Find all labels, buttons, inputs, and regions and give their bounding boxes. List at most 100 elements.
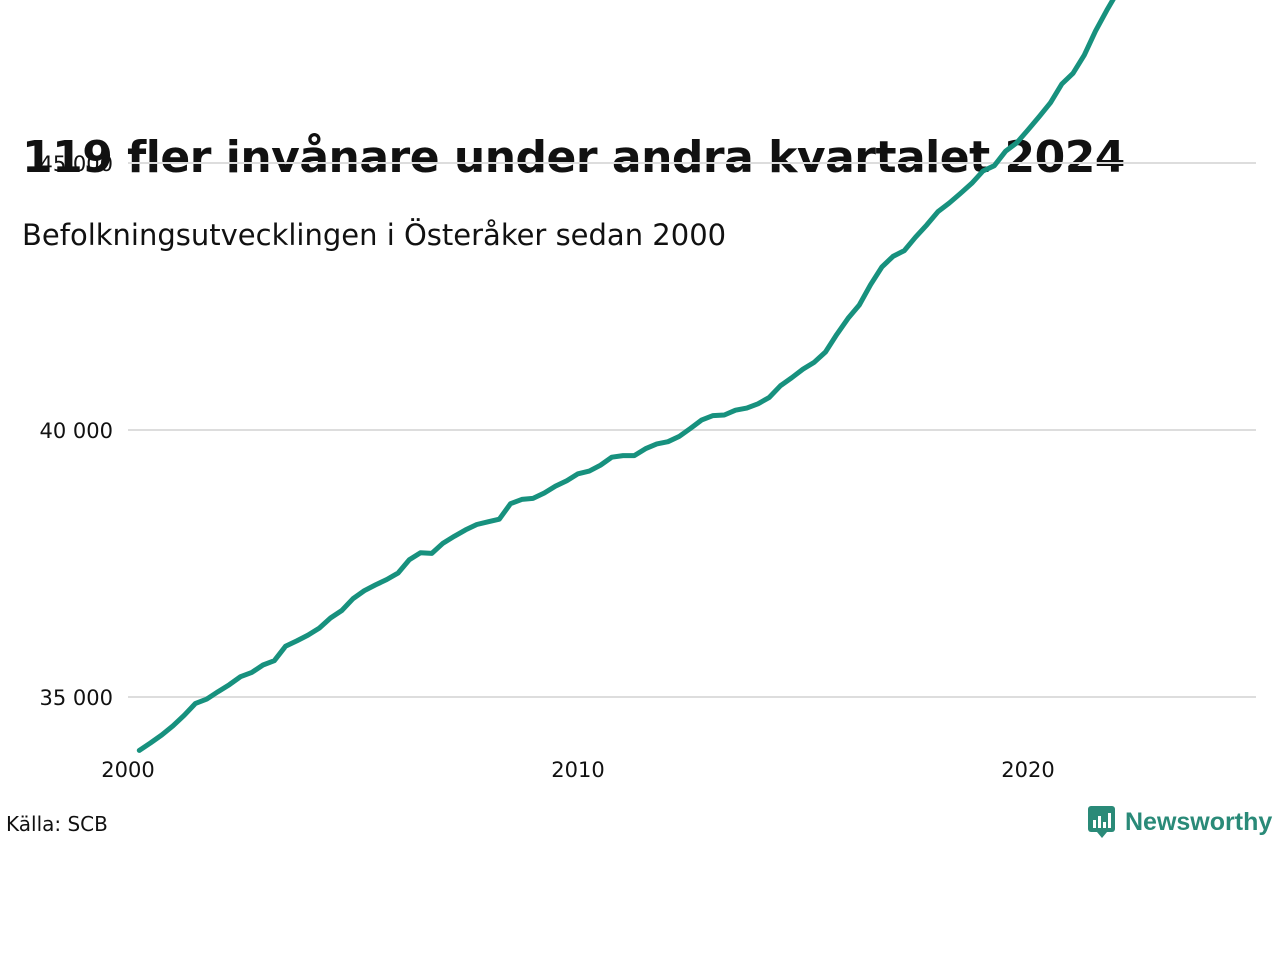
data-point: [609, 455, 614, 460]
data-point: [1082, 53, 1087, 58]
data-point: [182, 713, 187, 718]
data-point: [452, 534, 457, 539]
y-tick-label: 35 000: [40, 686, 113, 710]
data-point: [396, 571, 401, 576]
data-point: [159, 732, 164, 737]
data-point: [868, 282, 873, 287]
data-point: [846, 316, 851, 321]
data-point: [204, 697, 209, 702]
data-point: [407, 557, 412, 562]
brand-name: Newsworthy: [1125, 807, 1273, 836]
x-tick-label: 2010: [551, 758, 604, 782]
data-point: [1104, 8, 1109, 13]
data-point: [429, 551, 434, 556]
data-point: [981, 169, 986, 174]
data-point: [1026, 127, 1031, 132]
data-point: [519, 497, 524, 502]
data-point: [688, 426, 693, 431]
chart-subtitle: Befolkningsutvecklingen i Österåker seda…: [22, 218, 727, 252]
data-point: [328, 615, 333, 620]
data-point: [969, 181, 974, 186]
data-point: [193, 701, 198, 706]
data-point: [767, 395, 772, 400]
data-point: [801, 367, 806, 372]
data-point: [351, 596, 356, 601]
data-point: [632, 453, 637, 458]
data-point: [643, 446, 648, 451]
data-point: [621, 453, 626, 458]
data-point: [666, 439, 671, 444]
data-point: [441, 541, 446, 546]
data-point: [958, 191, 963, 196]
newsworthy-logo-icon: [1088, 806, 1115, 838]
data-point: [171, 723, 176, 728]
data-point: [789, 375, 794, 380]
data-point: [317, 626, 322, 631]
y-tick-label: 40 000: [40, 419, 113, 443]
data-point: [902, 248, 907, 253]
data-point: [733, 408, 738, 413]
data-point: [227, 682, 232, 687]
data-point: [1048, 100, 1053, 105]
data-point: [497, 517, 502, 522]
data-point: [542, 491, 547, 496]
data-point: [677, 434, 682, 439]
data-point: [778, 383, 783, 388]
data-point: [756, 401, 761, 406]
data-point: [913, 235, 918, 240]
data-point: [283, 644, 288, 649]
data-point: [857, 303, 862, 308]
chart-title: 119 fler invånare under andra kvartalet …: [22, 132, 1125, 183]
data-point: [992, 163, 997, 168]
data-point: [463, 527, 468, 532]
gridlines: [128, 162, 1256, 698]
data-point: [362, 588, 367, 593]
data-point: [654, 441, 659, 446]
data-point: [373, 582, 378, 587]
data-point: [936, 209, 941, 214]
data-point: [576, 471, 581, 476]
data-point: [238, 674, 243, 679]
data-point: [1071, 71, 1076, 76]
y-tick-label: 45 000: [40, 152, 113, 176]
data-point: [722, 413, 727, 418]
data-point: [137, 748, 142, 753]
data-point: [1059, 81, 1064, 86]
data-point: [744, 406, 749, 411]
data-point: [216, 689, 221, 694]
population-line: [136, 0, 1116, 753]
data-point: [1037, 114, 1042, 119]
data-point: [261, 662, 266, 667]
data-point: [272, 658, 277, 663]
data-point: [249, 670, 254, 675]
data-point: [294, 638, 299, 643]
data-point: [148, 740, 153, 745]
data-point: [711, 413, 716, 418]
x-tick-label: 2020: [1001, 758, 1054, 782]
data-point: [598, 463, 603, 468]
x-axis-tick-labels: 2000 2010 2020: [101, 758, 1054, 782]
data-point: [812, 360, 817, 365]
data-point: [1014, 140, 1019, 145]
data-point: [553, 484, 558, 489]
data-point: [486, 519, 491, 524]
data-point: [823, 350, 828, 355]
data-point: [1003, 149, 1008, 154]
x-tick-label: 2000: [101, 758, 154, 782]
data-point: [879, 265, 884, 270]
data-point: [531, 496, 536, 501]
data-point: [834, 332, 839, 337]
data-point: [1093, 29, 1098, 34]
data-point: [924, 222, 929, 227]
data-point: [418, 550, 423, 555]
data-point: [891, 254, 896, 259]
data-point: [587, 469, 592, 474]
data-point: [306, 633, 311, 638]
data-point: [474, 522, 479, 527]
source-note: Källa: SCB: [6, 812, 108, 836]
data-point: [384, 577, 389, 582]
data-point: [947, 201, 952, 206]
data-point: [508, 501, 513, 506]
